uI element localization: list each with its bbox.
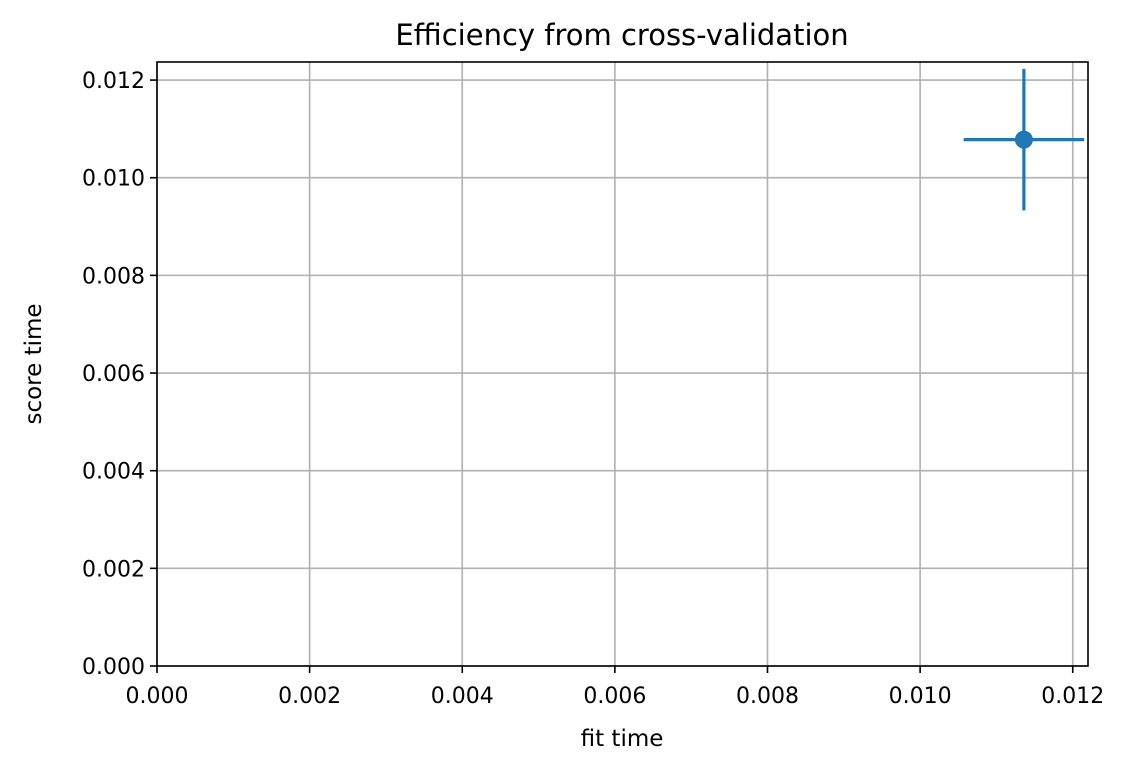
y-tick-label: 0.004 (82, 460, 145, 485)
data-point (1014, 130, 1033, 149)
chart-title: Efficiency from cross-validation (395, 18, 848, 52)
x-tick-label: 0.002 (278, 684, 341, 709)
x-tick-label: 0.012 (1041, 684, 1104, 709)
y-tick-label: 0.006 (82, 362, 145, 387)
grid (156, 62, 1088, 667)
x-tick-label: 0.010 (889, 684, 952, 709)
x-tick-label: 0.006 (583, 684, 646, 709)
x-tick-label: 0.008 (736, 684, 799, 709)
data-marks (963, 68, 1085, 211)
y-axis-label: score time (21, 303, 47, 424)
ticks: 0.000 0.002 0.004 0.006 0.008 0.010 0.012 0.000… (82, 69, 1104, 709)
y-tick-label: 0.002 (82, 557, 145, 582)
y-tick-label: 0.000 (82, 655, 145, 680)
plot-frame (156, 61, 1089, 667)
x-tick-label: 0.004 (431, 684, 494, 709)
y-tick-label: 0.010 (82, 167, 145, 192)
x-axis-label: fit time (581, 726, 664, 752)
y-tick-label: 0.012 (82, 69, 145, 94)
y-tick-label: 0.008 (82, 264, 145, 289)
x-tick-label: 0.000 (126, 684, 189, 709)
